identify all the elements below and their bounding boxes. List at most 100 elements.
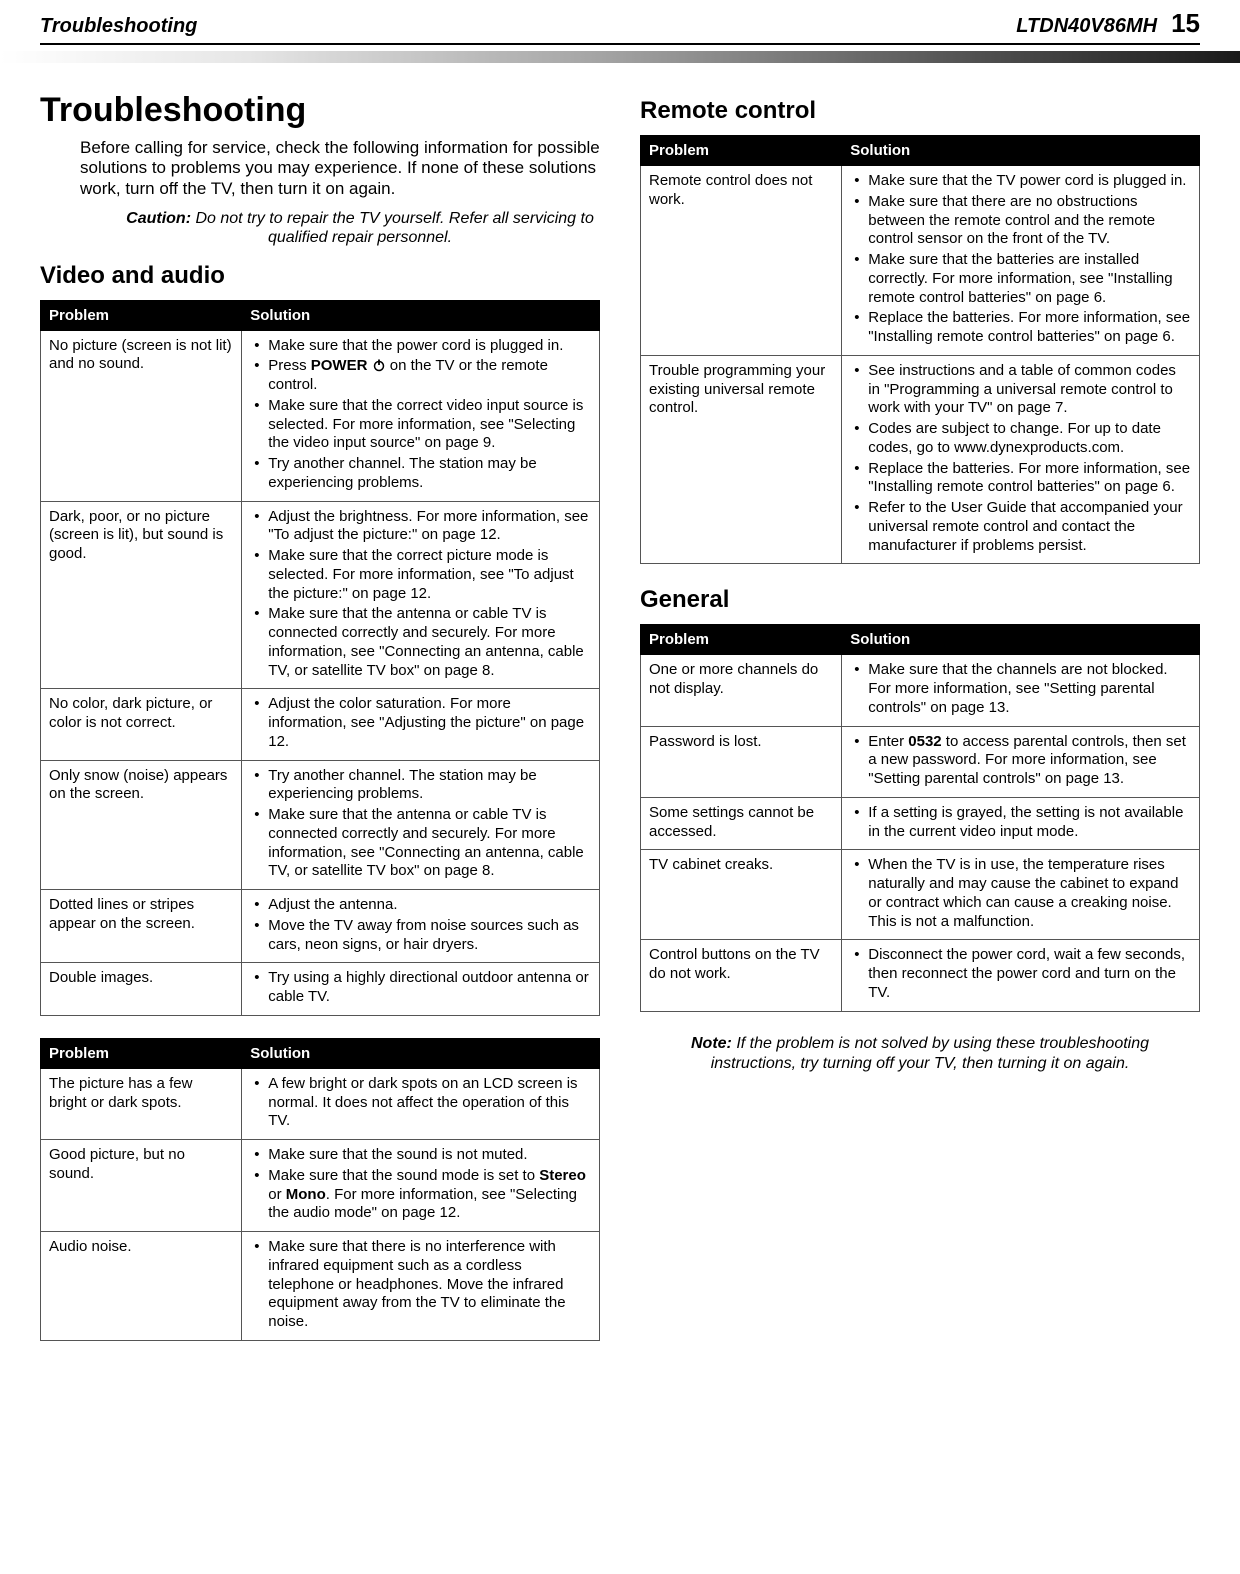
remote-title: Remote control [640,97,1200,125]
solution-item: Try using a highly directional outdoor a… [268,969,591,1007]
solution-list: Make sure that there is no interference … [250,1238,591,1332]
col-header-solution: Solution [242,1038,600,1068]
caution-text: Caution: Do not try to repair the TV you… [120,209,600,247]
solution-cell: Try another channel. The station may be … [242,760,600,890]
solution-list: Adjust the color saturation. For more in… [250,695,591,751]
solution-list: Enter 0532 to access parental controls, … [850,733,1191,789]
problem-cell: Double images. [41,963,242,1016]
problem-cell: Password is lost. [641,726,842,797]
solution-list: When the TV is in use, the temperature r… [850,856,1191,931]
solution-item: Adjust the color saturation. For more in… [268,695,591,751]
solution-item: Try another channel. The station may be … [268,767,591,805]
solution-cell: If a setting is grayed, the setting is n… [842,797,1200,850]
solution-cell: Enter 0532 to access parental controls, … [842,726,1200,797]
main-title: Troubleshooting [40,91,600,130]
table-row: Trouble programming your existing univer… [641,355,1200,564]
table-row: Good picture, but no sound.Make sure tha… [41,1140,600,1232]
table-row: The picture has a few bright or dark spo… [41,1068,600,1139]
solution-item: Replace the batteries. For more informat… [868,309,1191,347]
solution-item: Make sure that the batteries are install… [868,251,1191,307]
gradient-bar [0,51,1240,63]
col-header-problem: Problem [41,300,242,330]
columns: Troubleshooting Before calling for servi… [40,91,1200,1363]
solution-item: See instructions and a table of common c… [868,362,1191,418]
problem-cell: No picture (screen is not lit) and no so… [41,330,242,501]
problem-cell: Some settings cannot be accessed. [641,797,842,850]
solution-item: When the TV is in use, the temperature r… [868,856,1191,931]
header-right: LTDN40V86MH 15 [1016,8,1200,39]
header-left-title: Troubleshooting [40,15,197,38]
solution-item: Make sure that the sound is not muted. [268,1146,591,1165]
solution-item: Replace the batteries. For more informat… [868,460,1191,498]
solution-item: Make sure that the antenna or cable TV i… [268,605,591,680]
left-column: Troubleshooting Before calling for servi… [40,91,600,1363]
problem-cell: TV cabinet creaks. [641,850,842,940]
note-label: Note: [691,1035,732,1052]
solution-item: Move the TV away from noise sources such… [268,917,591,955]
solution-item: Refer to the User Guide that accompanied… [868,499,1191,555]
table-row: Control buttons on the TV do not work.Di… [641,940,1200,1011]
video-audio-table-2: Problem Solution The picture has a few b… [40,1038,600,1341]
caution-body: Do not try to repair the TV yourself. Re… [191,210,594,246]
problem-cell: The picture has a few bright or dark spo… [41,1068,242,1139]
problem-cell: Remote control does not work. [641,166,842,356]
solution-list: Try using a highly directional outdoor a… [250,969,591,1007]
solution-item: Make sure that the TV power cord is plug… [868,172,1191,191]
problem-cell: Dark, poor, or no picture (screen is lit… [41,501,242,689]
caution-label: Caution: [126,210,191,227]
solution-item: A few bright or dark spots on an LCD scr… [268,1075,591,1131]
running-header: Troubleshooting LTDN40V86MH 15 [40,0,1200,43]
problem-cell: Only snow (noise) appears on the screen. [41,760,242,890]
solution-item: Make sure that there is no interference … [268,1238,591,1332]
table-row: No picture (screen is not lit) and no so… [41,330,600,501]
right-column: Remote control Problem Solution Remote c… [640,91,1200,1363]
col-header-solution: Solution [242,300,600,330]
solution-item: Adjust the antenna. [268,896,591,915]
solution-item: Codes are subject to change. For up to d… [868,420,1191,458]
bottom-note: Note: If the problem is not solved by us… [660,1034,1180,1074]
solution-item: Enter 0532 to access parental controls, … [868,733,1191,789]
video-audio-title: Video and audio [40,262,600,290]
note-body: If the problem is not solved by using th… [711,1035,1149,1072]
header-model: LTDN40V86MH [1016,15,1157,38]
table-row: No color, dark picture, or color is not … [41,689,600,760]
solution-cell: See instructions and a table of common c… [842,355,1200,564]
solution-cell: Adjust the antenna. Move the TV away from… [242,890,600,963]
table-row: Dotted lines or stripes appear on the sc… [41,890,600,963]
solution-item: Make sure that the power cord is plugged… [268,337,591,356]
solution-item: Make sure that there are no obstructions… [868,193,1191,249]
col-header-problem: Problem [41,1038,242,1068]
page-number: 15 [1171,8,1200,39]
solution-cell: Make sure that the channels are not bloc… [842,655,1200,726]
table-row: Only snow (noise) appears on the screen.… [41,760,600,890]
solution-cell: Make sure that there is no interference … [242,1232,600,1341]
solution-item: Make sure that the channels are not bloc… [868,661,1191,717]
problem-cell: Audio noise. [41,1232,242,1341]
solution-list: Try another channel. The station may be … [250,767,591,882]
solution-item: Press POWER on the TV or the remote cont… [268,357,591,395]
solution-list: Make sure that the power cord is plugged… [250,337,591,493]
problem-cell: Control buttons on the TV do not work. [641,940,842,1011]
header-rule [40,43,1200,45]
table-row: Dark, poor, or no picture (screen is lit… [41,501,600,689]
problem-cell: Dotted lines or stripes appear on the sc… [41,890,242,963]
problem-cell: Good picture, but no sound. [41,1140,242,1232]
solution-list: Make sure that the sound is not muted. Ma… [250,1146,591,1223]
col-header-solution: Solution [842,136,1200,166]
col-header-solution: Solution [842,625,1200,655]
solution-cell: Make sure that the TV power cord is plug… [842,166,1200,356]
solution-cell: Adjust the color saturation. For more in… [242,689,600,760]
solution-item: Make sure that the correct video input s… [268,397,591,453]
solution-item: Make sure that the sound mode is set to … [268,1167,591,1223]
general-title: General [640,586,1200,614]
solution-cell: Adjust the brightness. For more informat… [242,501,600,689]
solution-cell: When the TV is in use, the temperature r… [842,850,1200,940]
problem-cell: One or more channels do not display. [641,655,842,726]
solution-cell: Disconnect the power cord, wait a few se… [842,940,1200,1011]
solution-list: If a setting is grayed, the setting is n… [850,804,1191,842]
remote-table: Problem Solution Remote control does not… [640,135,1200,564]
solution-item: Try another channel. The station may be … [268,455,591,493]
solution-item: Make sure that the correct picture mode … [268,547,591,603]
solution-item: Adjust the brightness. For more informat… [268,508,591,546]
col-header-problem: Problem [641,625,842,655]
